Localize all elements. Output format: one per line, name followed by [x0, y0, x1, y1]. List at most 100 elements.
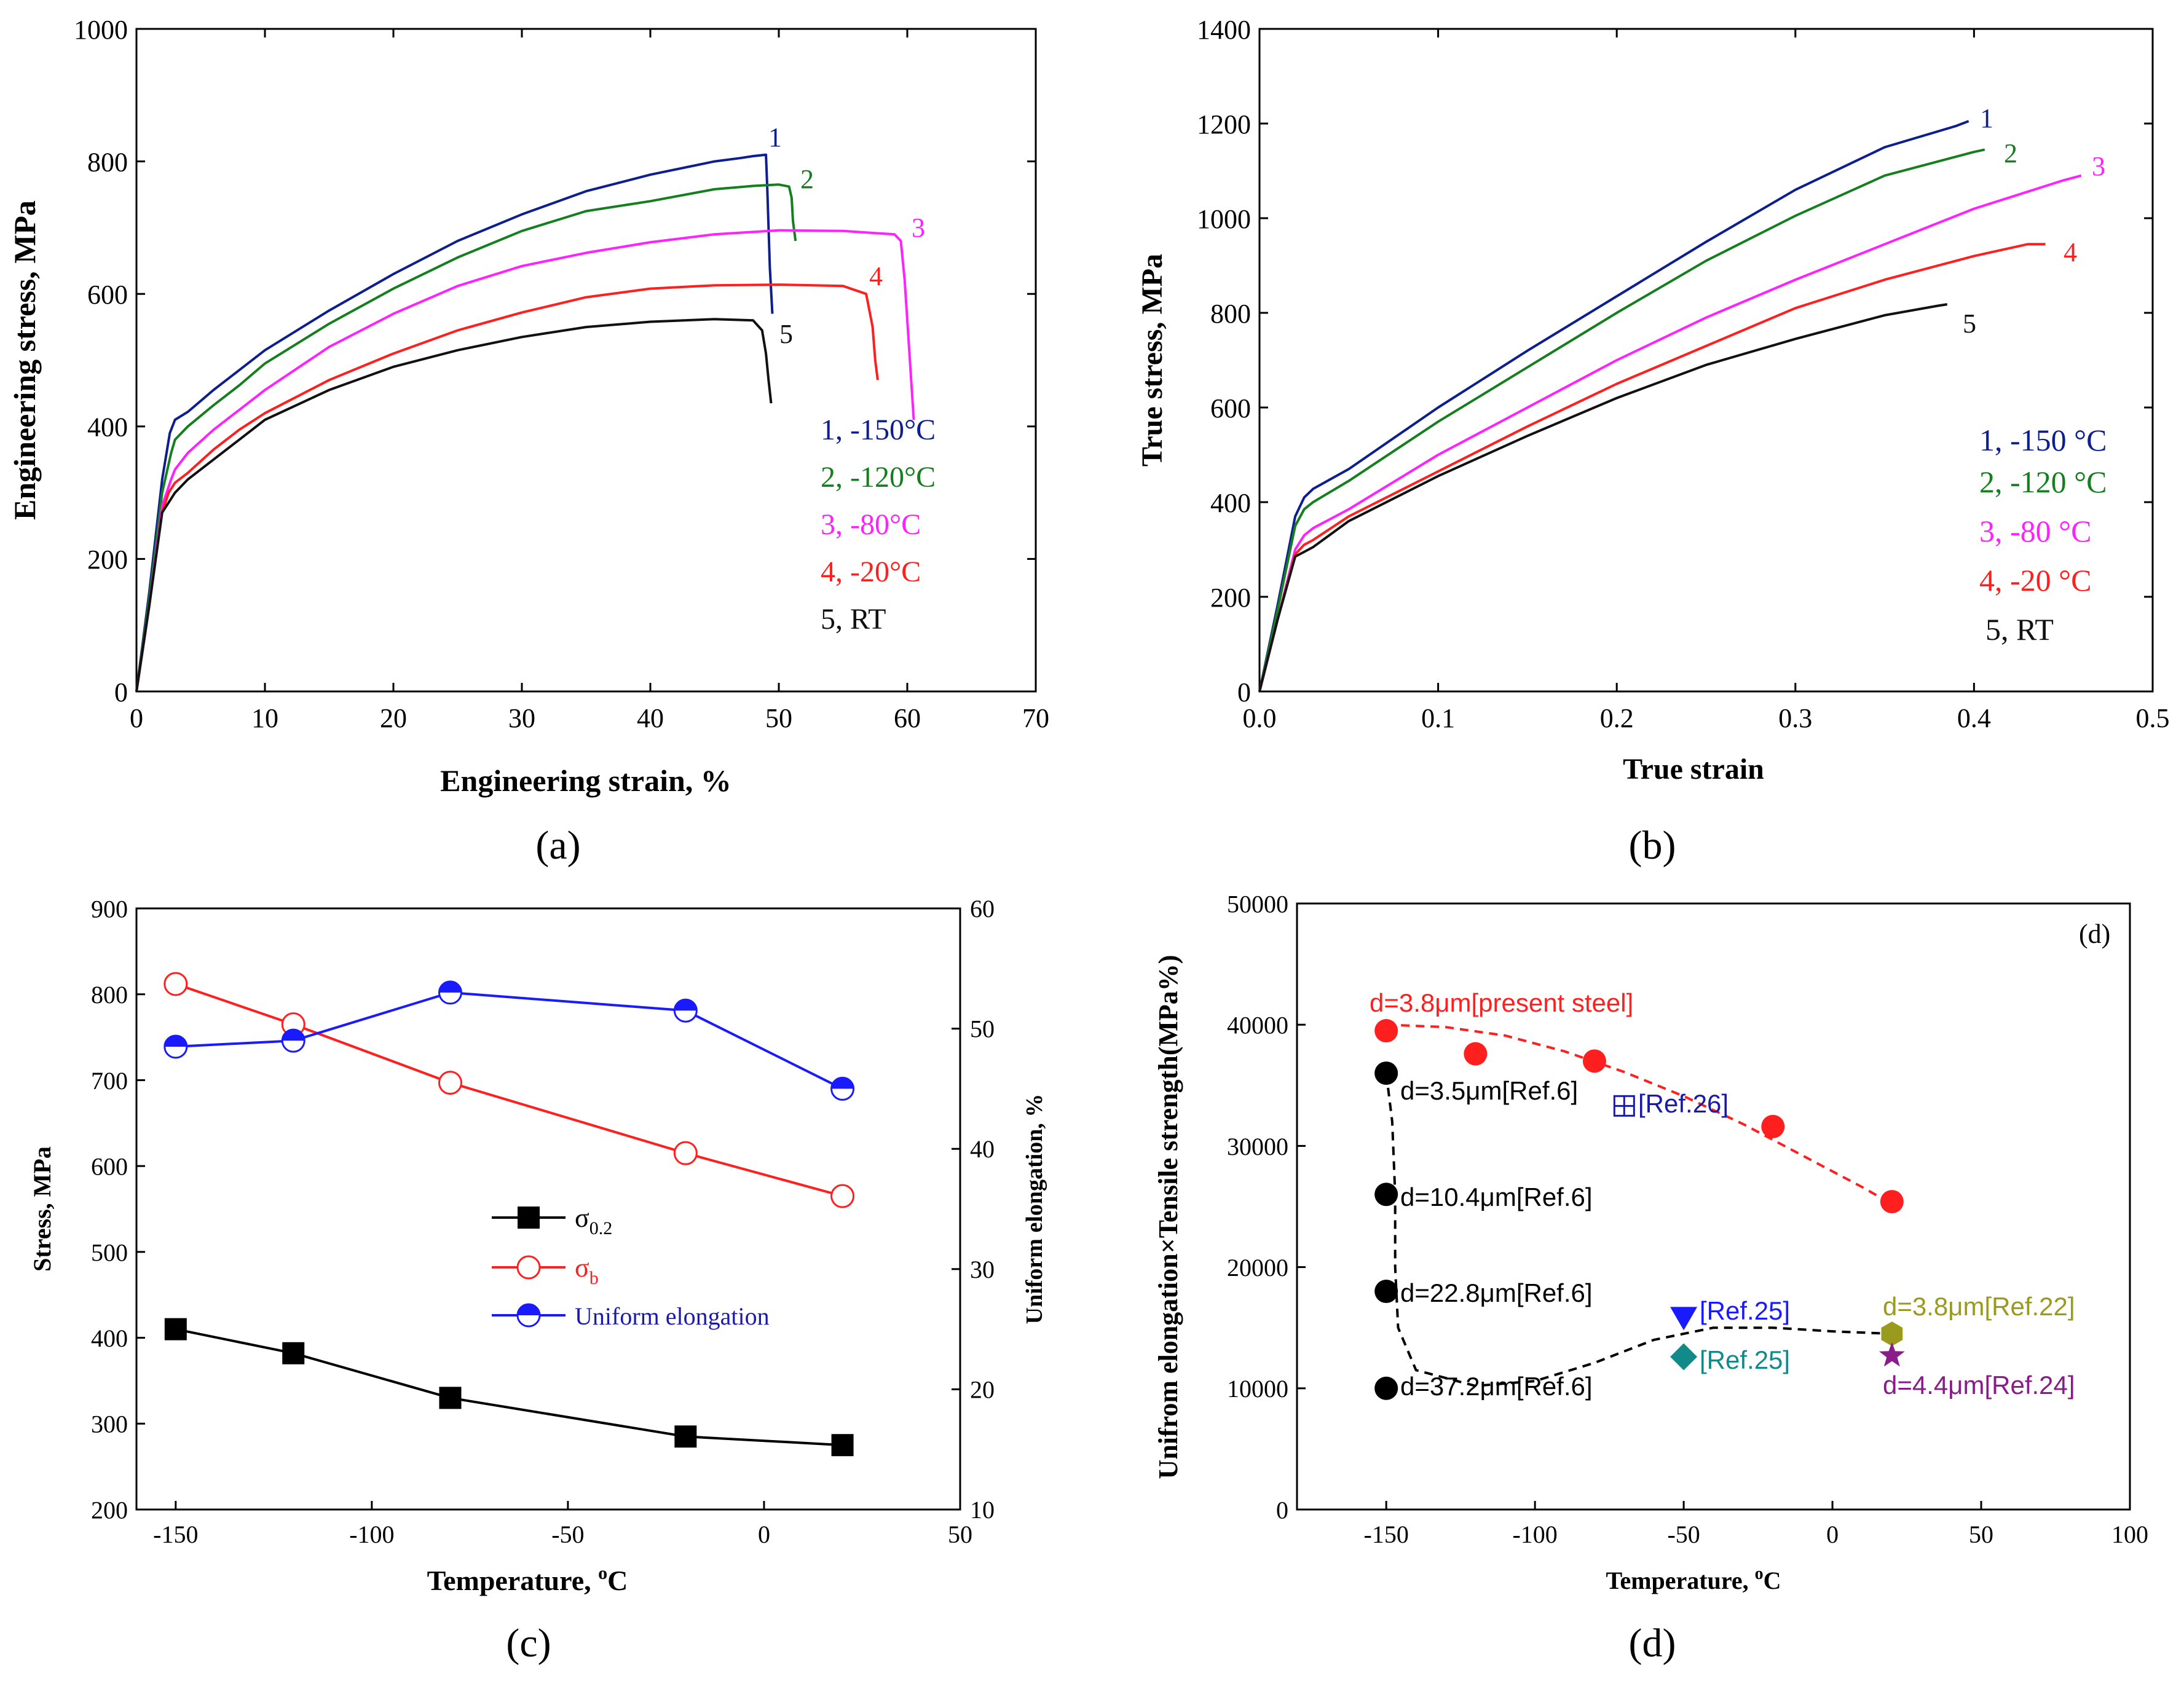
- marker-sigmab: [164, 972, 188, 996]
- y-tick-label: 200: [91, 1496, 128, 1524]
- x-tick-label: 40: [637, 703, 664, 733]
- panel-c-caption: (c): [506, 1621, 551, 1666]
- y-tick-label: 900: [91, 895, 128, 923]
- panel-d-frame: [1296, 902, 2131, 1511]
- annot-ref24: d=4.4μm[Ref.24]: [1883, 1371, 2075, 1400]
- marker-d-3-8-m-present-steel-: [1761, 1114, 1785, 1138]
- marker-uniform-elongation: [673, 998, 698, 1023]
- legend-label-uniform-elongation: Uniform elongation: [575, 1302, 770, 1330]
- x-tick-label: -50: [1667, 1521, 1700, 1548]
- y-tick-label: 1000: [74, 15, 128, 45]
- x-tick-label: -100: [1512, 1521, 1557, 1548]
- panel-a-legend-5: 5, RT: [821, 603, 886, 636]
- curve-4: [135, 283, 879, 692]
- panel-a-frame: [135, 28, 1037, 693]
- panel-a: 0 10 20 30 40 50 60 70 0 200 400 600 800 1000 1 2 3 4…: [7, 15, 1049, 868]
- panel-b-legend-3: 3, -80 °C: [1979, 514, 2092, 548]
- marker-d-3-8-m-present-steel-: [1464, 1042, 1488, 1066]
- x-tick-label: 0.0: [1243, 703, 1277, 733]
- marker-sigma02: [164, 1318, 187, 1340]
- curve-4: [1258, 243, 2046, 692]
- marker-d-4-4-m-ref-24-: [1878, 1342, 1905, 1367]
- annot-ref26: [Ref.26]: [1638, 1089, 1729, 1118]
- annot-ref6-a: d=3.5μm[Ref.6]: [1400, 1076, 1578, 1105]
- marker-uniform-elongation: [164, 1034, 188, 1059]
- legend-label-sigma02: σ0.2: [575, 1203, 612, 1238]
- y-tick-label: 200: [1210, 583, 1251, 613]
- annot-ref6-b: d=10.4μm[Ref.6]: [1400, 1183, 1593, 1211]
- marker-ref-6: [1374, 1061, 1398, 1085]
- curve-3: [1258, 174, 2082, 692]
- panel-a-legend-3: 3, -80°C: [821, 508, 921, 541]
- y-tick-label: 0: [1237, 677, 1251, 707]
- panel-b-curve-label-3: 3: [2092, 151, 2105, 181]
- x-tick-label: 100: [2111, 1521, 2148, 1548]
- series-line-0: [175, 1328, 843, 1447]
- annot-ref6-d: d=37.2μm[Ref.6]: [1400, 1372, 1593, 1401]
- y-tick-label: 40000: [1227, 1012, 1288, 1039]
- y-tick-label: 10000: [1227, 1375, 1288, 1403]
- panel-d-xlabel: Temperature, oC: [1606, 1564, 1781, 1594]
- panel-b-curve-label-1: 1: [1980, 103, 1993, 133]
- y2-tick-label: 30: [970, 1256, 995, 1283]
- y-tick-label: 20000: [1227, 1254, 1288, 1281]
- curve-1: [135, 153, 774, 692]
- x-tick-label: 0: [758, 1521, 770, 1548]
- panel-a-xlabel: Engineering strain, %: [440, 763, 731, 798]
- y-tick-label: 800: [91, 981, 128, 1009]
- x-tick-label: 20: [380, 703, 407, 733]
- annot-ref6-c: d=22.8μm[Ref.6]: [1400, 1278, 1593, 1307]
- marker-d-3-8-m-ref-22-: [1881, 1321, 1903, 1347]
- y-tick-label: 400: [91, 1325, 128, 1352]
- x-tick-label: 30: [508, 703, 535, 733]
- y-tick-label: 30000: [1227, 1133, 1288, 1160]
- curve-3: [135, 229, 915, 692]
- panel-d-ylabel: Unifrom elongation×Tensile strength(MPa%…: [1153, 955, 1183, 1479]
- x-tick-label: 0.3: [1778, 703, 1812, 733]
- panel-c-legend: σ0.2 σb Uniform elongation: [492, 1203, 770, 1330]
- panel-c: -150 -100 -50 0 50 200 300 400 500 600 700 800 900 10…: [28, 895, 1047, 1666]
- y2-tick-label: 50: [970, 1015, 995, 1043]
- marker-ref-6: [1374, 1280, 1398, 1304]
- y-tick-label: 200: [87, 545, 128, 575]
- x-tick-label: 0.4: [1957, 703, 1991, 733]
- x-tick-label: 50: [948, 1521, 972, 1548]
- y-tick-label: 600: [1210, 393, 1251, 423]
- x-tick-label: 0: [130, 703, 143, 733]
- y2-tick-label: 60: [970, 895, 995, 923]
- marker--ref-25-triangle: [1670, 1307, 1698, 1331]
- panel-b-xlabel: True strain: [1623, 753, 1764, 785]
- y-tick-label: 1400: [1197, 15, 1251, 45]
- x-tick-label: 50: [765, 703, 792, 733]
- annot-ref25-b: [Ref.25]: [1700, 1345, 1790, 1374]
- series-line-1: [175, 983, 843, 1197]
- y-tick-label: 700: [91, 1067, 128, 1095]
- curve-2: [135, 183, 797, 692]
- y-tick-label: 0: [114, 677, 128, 707]
- trend-ref6: [1385, 1073, 1892, 1387]
- y-tick-label: 1000: [1197, 204, 1251, 234]
- marker--ref-25-diamond: [1670, 1343, 1698, 1371]
- legend-marker-sigma02: [518, 1207, 540, 1229]
- legend-marker-uniform-elongation: [516, 1303, 541, 1328]
- y-tick-label: 400: [87, 412, 128, 443]
- panel-b-curve-label-4: 4: [2064, 237, 2077, 267]
- panel-b-legend-1: 1, -150 °C: [1979, 423, 2107, 457]
- x-tick-label: -150: [1364, 1521, 1409, 1548]
- panel-b: 0.0 0.1 0.2 0.3 0.4 0.5 0 200 400 600 800 1000 1200 1…: [1136, 15, 2170, 868]
- panel-b-frame: [1258, 28, 2154, 693]
- panel-b-ylabel: True stress, MPa: [1136, 254, 1169, 467]
- panel-c-xlabel: Temperature, oC: [427, 1563, 628, 1596]
- legend-half-circle: [516, 1303, 541, 1328]
- panel-d-inner-label: (d): [2079, 919, 2110, 949]
- x-tick-label: 10: [251, 703, 278, 733]
- panel-b-caption: (b): [1629, 823, 1676, 868]
- panel-a-curve-label-3: 3: [912, 213, 925, 243]
- panel-a-legend-2: 2, -120°C: [821, 461, 936, 494]
- marker-d-3-8-m-present-steel-: [1374, 1019, 1398, 1043]
- y-tick-label: 1200: [1197, 109, 1251, 140]
- trend-present-steel: [1386, 1023, 1893, 1205]
- x-tick-label: 0: [1826, 1521, 1839, 1548]
- panel-a-curve-label-2: 2: [800, 164, 814, 194]
- y-tick-label: 600: [87, 280, 128, 310]
